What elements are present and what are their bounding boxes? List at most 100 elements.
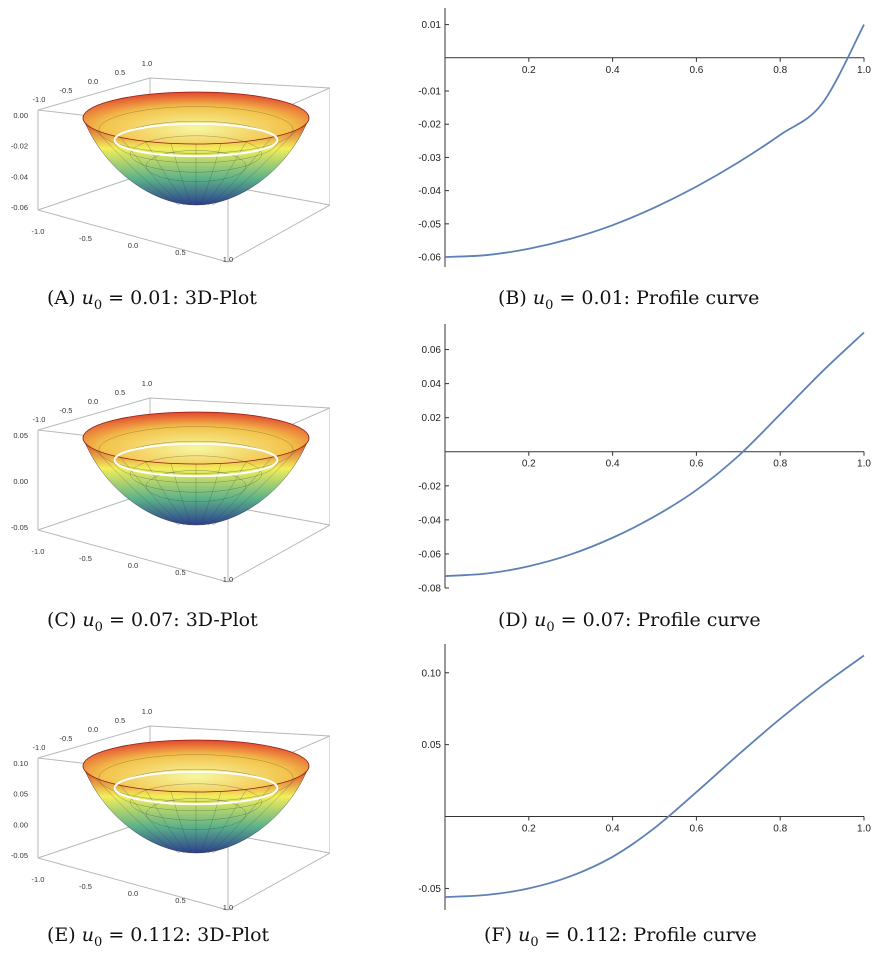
caption-d-text: = 0.07: Profile curve (555, 609, 761, 631)
y-tick-label: -0.06 (418, 549, 441, 560)
axis-tick-label: 1.0 (223, 575, 233, 584)
axis-tick-label: -0.5 (60, 734, 73, 743)
caption-b-label: (B) (498, 287, 527, 309)
caption-a-text: = 0.01: 3D-Plot (102, 287, 257, 309)
y-tick-label: -0.08 (418, 584, 441, 595)
y-tick-label: 0.10 (422, 668, 442, 679)
surface-svg-c: -1.0 -0.5 0.0 0.5 1.0 1.0 0.5 0.0 -0.5 -1.0 0.05 0.… (0, 320, 330, 595)
y-tick-label: -0.05 (418, 884, 441, 895)
caption-d-label: (D) (498, 609, 528, 631)
axis-tick-label: -1.0 (32, 227, 45, 236)
y-tick-label: -0.02 (418, 120, 441, 131)
box-edge (150, 398, 330, 408)
axis-tick-label: 0.5 (115, 68, 125, 77)
x-tick-label: 0.6 (689, 459, 703, 470)
profile-svg-d: 0.2 0.4 0.6 0.8 1.00.060.040.02-0.02-0.04-0.… (395, 316, 872, 596)
box-edge (38, 530, 228, 582)
x-tick-label: 1.0 (857, 65, 871, 76)
axis-tick-label: 0.5 (115, 716, 125, 725)
y-tick-label: -0.06 (418, 253, 441, 264)
y-tick-label: -0.05 (418, 219, 441, 230)
caption-e-text: = 0.112: 3D-Plot (102, 924, 269, 946)
profile-plot-d: 0.2 0.4 0.6 0.8 1.0 0.06 0.04 0.02 -0.02 -0.04 -0.… (395, 316, 872, 591)
surface-plot-c: -1.0 -0.5 0.0 0.5 1.0 1.0 0.5 0.0 -0.5 -1.0 0.05 0.… (0, 320, 330, 595)
caption-f-text: = 0.112: Profile curve (539, 924, 757, 946)
axis-tick-label: 1.0 (142, 59, 152, 68)
caption-a-sub: 0 (94, 298, 102, 313)
caption-f-label: (F) (484, 924, 512, 946)
surface-plot-e: -1.0 -0.5 0.0 0.5 1.0 1.0 0.5 0.0 -0.5 -1.0 0.10 0.… (0, 648, 330, 923)
axis-tick-label: 0.00 (13, 820, 28, 829)
caption-b-var: u (533, 287, 545, 309)
caption-d-var: u (534, 609, 546, 631)
axis-tick-label: 0.0 (88, 77, 98, 86)
y-tick-label: 0.02 (422, 413, 442, 424)
caption-f: (F) u0 = 0.112: Profile curve (484, 924, 757, 950)
axis-tick-label: 1.0 (142, 379, 152, 388)
axis-tick-label: 0.00 (13, 477, 28, 486)
y-tick-label: -0.01 (418, 87, 441, 98)
axis-tick-label: -0.06 (11, 203, 28, 212)
axis-tick-label: 0.5 (115, 388, 125, 397)
caption-c-sub: 0 (95, 620, 103, 635)
profile-curve (445, 333, 864, 577)
box-edge (38, 210, 228, 262)
y-tick-label: -0.03 (418, 153, 441, 164)
box-edge (228, 525, 330, 582)
x-tick-label: 0.8 (773, 824, 787, 835)
axis-tick-label: -0.5 (79, 234, 92, 243)
axis-tick-label: -1.0 (32, 547, 45, 556)
axis-tick-label: 1.0 (223, 903, 233, 912)
axis-tick-label: 0.0 (128, 561, 138, 570)
caption-c-var: u (82, 609, 94, 631)
caption-d-sub: 0 (546, 620, 554, 635)
y-tick-label: -0.04 (418, 186, 441, 197)
axis-tick-label: 0.10 (13, 759, 28, 768)
caption-e: (E) u0 = 0.112: 3D-Plot (47, 924, 269, 950)
caption-c: (C) u0 = 0.07: 3D-Plot (47, 609, 258, 635)
x-tick-label: 0.8 (773, 459, 787, 470)
axis-tick-label: -1.0 (32, 875, 45, 884)
axis-tick-label: 0.00 (13, 111, 28, 120)
caption-e-var: u (82, 924, 94, 946)
axis-tick-label: 0.0 (88, 725, 98, 734)
axis-tick-label: -1.0 (33, 95, 46, 104)
axis-tick-label: -0.05 (11, 851, 28, 860)
profile-svg-b: 0.2 0.4 0.6 0.8 1.0 0.01 -0.01 -0.02 -0.03 -0.04 -… (395, 0, 872, 275)
caption-d: (D) u0 = 0.07: Profile curve (498, 609, 761, 635)
y-tick-label: 0.05 (422, 740, 442, 751)
axis-tick-label: 0.5 (175, 248, 185, 257)
axis-tick-label: -0.5 (60, 406, 73, 415)
axis-tick-label: -0.04 (11, 172, 28, 181)
profile-curve (445, 656, 864, 898)
axis-tick-label: 0.0 (128, 889, 138, 898)
box-edge (38, 858, 228, 910)
axis-tick-label: 0.0 (88, 397, 98, 406)
x-tick-label: 1.0 (857, 459, 871, 470)
y-tick-label: 0.06 (422, 345, 442, 356)
axis-tick-label: -1.0 (33, 743, 46, 752)
profile-svg-f: 0.2 0.4 0.6 0.8 1.0 0.10 0.05 -0.05 (395, 636, 872, 918)
axis-tick-label: -1.0 (33, 415, 46, 424)
box-edge (150, 726, 330, 736)
axis-tick-label: 0.05 (13, 790, 28, 799)
profile-plot-f: 0.2 0.4 0.6 0.8 1.0 0.10 0.05 -0.05 (395, 636, 872, 911)
surface-plot-a: -1.0 -0.5 0.0 0.5 1.0 1.0 0.5 0.0 -0.5 -1.0 0.00 -0… (0, 0, 330, 275)
x-tick-label: 0.6 (689, 824, 703, 835)
x-tick-label: 0.2 (522, 65, 536, 76)
axis-tick-label: -0.5 (79, 882, 92, 891)
x-tick-label: 0.4 (606, 824, 620, 835)
axis-tick-label: 1.0 (142, 707, 152, 716)
axis-tick-label: -0.02 (11, 142, 28, 151)
box-edge (228, 853, 330, 910)
caption-c-text: = 0.07: 3D-Plot (103, 609, 258, 631)
x-tick-label: 0.8 (773, 65, 787, 76)
y-tick-label: -0.02 (418, 481, 441, 492)
box-edge (228, 205, 330, 262)
x-tick-label: 0.4 (606, 65, 620, 76)
caption-a-label: (A) (47, 287, 76, 309)
y-tick-label: 0.01 (422, 20, 442, 31)
caption-e-label: (E) (47, 924, 76, 946)
axis-tick-label: 0.5 (175, 896, 185, 905)
axis-tick-label: -0.5 (79, 554, 92, 563)
